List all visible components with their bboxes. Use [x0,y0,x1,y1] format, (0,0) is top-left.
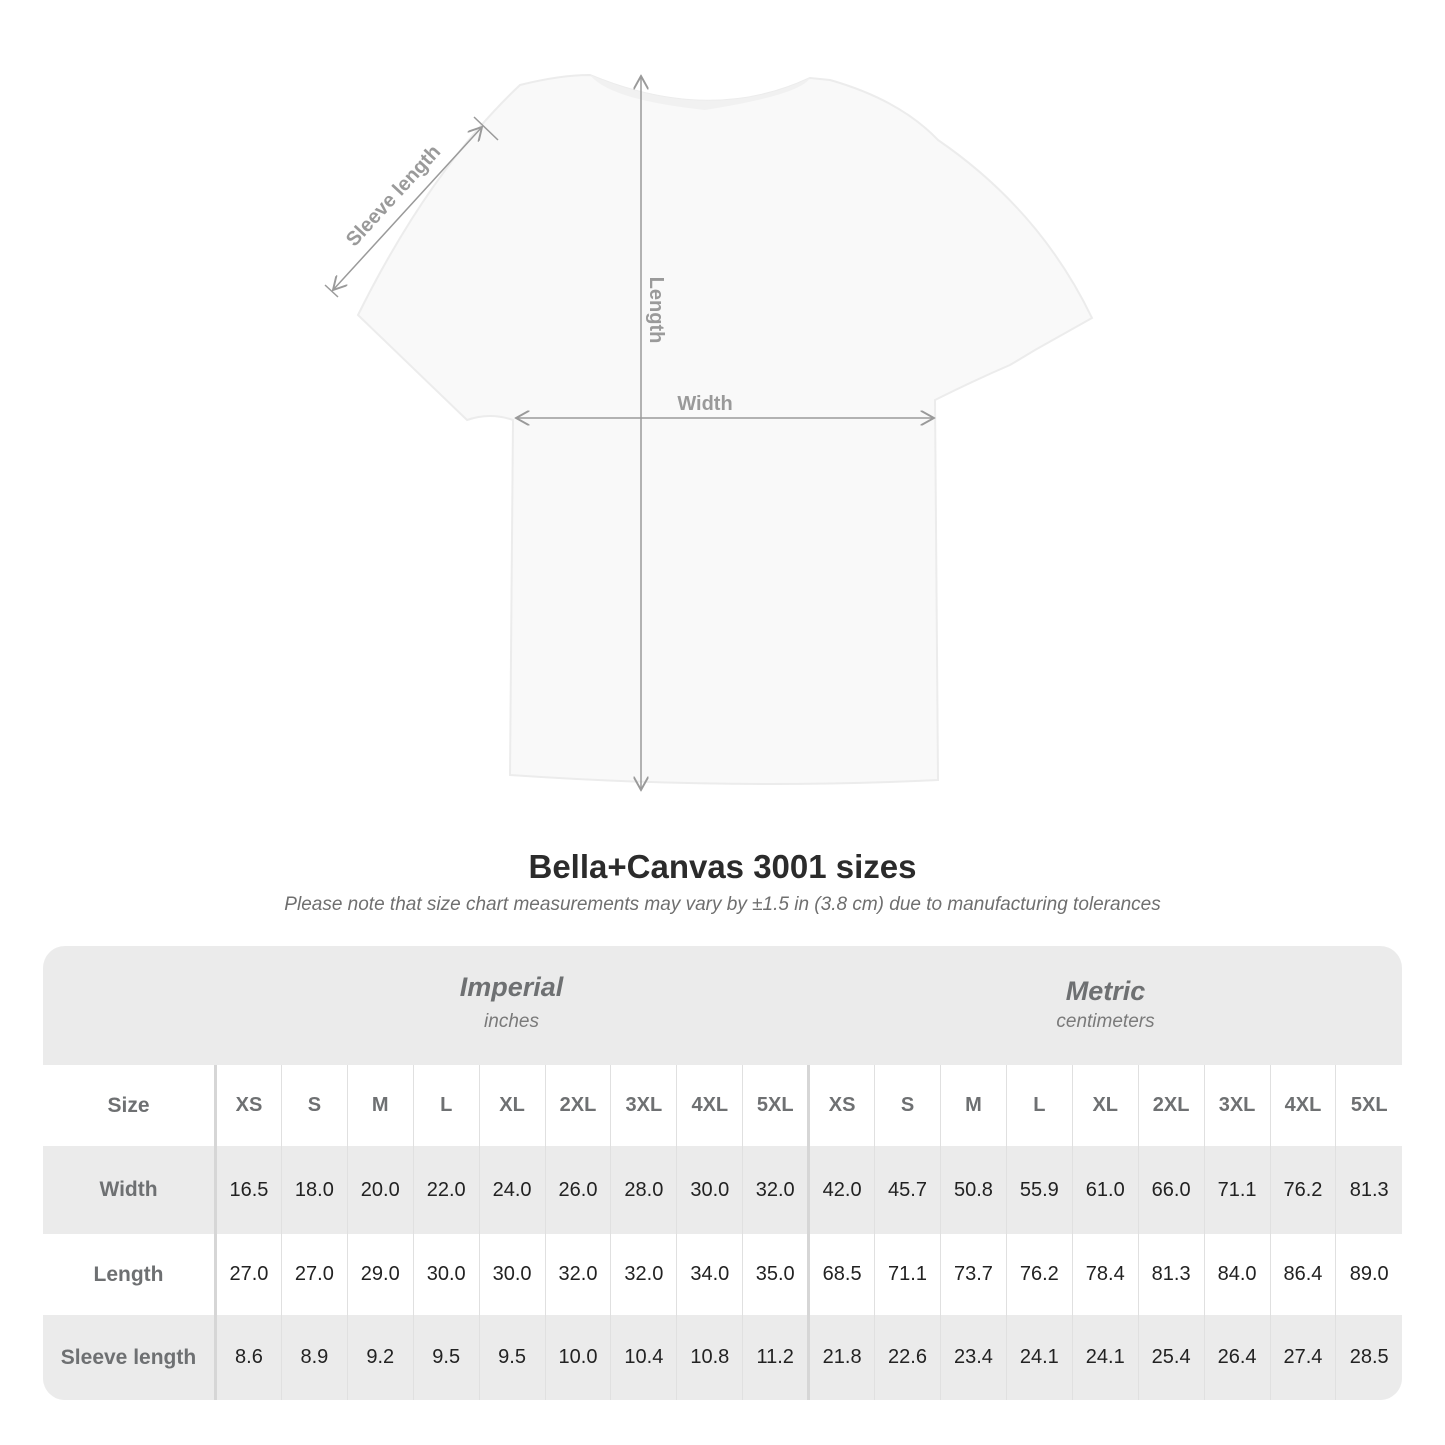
metric-value: 27.4 [1269,1315,1336,1400]
size-header: XL [478,1065,546,1146]
imperial-value: 35.0 [742,1234,809,1315]
table-row: Sleeve length 8.6 8.9 9.2 9.5 9.5 10.0 10.4 10.8… [43,1315,1402,1400]
size-header: 4XL [1269,1065,1336,1146]
imperial-value: 10.8 [676,1315,743,1400]
size-header: 3XL [610,1065,677,1146]
row-label: Size [43,1065,217,1146]
imperial-value: 20.0 [346,1146,414,1234]
row-label: Width [43,1146,217,1234]
size-chart: Imperial inches Metric centimeters Size X… [43,946,1402,1400]
metric-value: 28.5 [1335,1315,1402,1400]
imperial-value: 16.5 [215,1146,282,1234]
metric-value: 26.4 [1203,1315,1270,1400]
imperial-value: 28.0 [610,1146,677,1234]
metric-value: 68.5 [807,1234,875,1315]
metric-value: 78.4 [1071,1234,1139,1315]
imperial-value: 10.4 [610,1315,677,1400]
imperial-value: 11.2 [742,1315,809,1400]
imperial-value: 27.0 [215,1234,282,1315]
imperial-value: 27.0 [280,1234,348,1315]
metric-value: 76.2 [1269,1146,1336,1234]
metric-value: 24.1 [1071,1315,1139,1400]
metric-value: 71.1 [1203,1146,1270,1234]
length-label: Length [645,277,667,344]
size-header: L [412,1065,480,1146]
imperial-value: 34.0 [676,1234,743,1315]
metric-value: 61.0 [1071,1146,1139,1234]
size-header: L [1005,1065,1073,1146]
metric-value: 55.9 [1005,1146,1073,1234]
row-label: Length [43,1234,217,1315]
imperial-unit: inches [484,1011,539,1032]
metric-value: 73.7 [939,1234,1007,1315]
imperial-title: Imperial [459,972,564,1002]
imperial-value: 8.9 [280,1315,348,1400]
metric-value: 81.3 [1137,1234,1205,1315]
imperial-value: 9.5 [478,1315,546,1400]
imperial-value: 32.0 [544,1234,611,1315]
imperial-value: 30.0 [412,1234,480,1315]
metric-value: 81.3 [1335,1146,1402,1234]
size-header: S [874,1065,941,1146]
imperial-value: 10.0 [544,1315,611,1400]
size-header: 3XL [1203,1065,1270,1146]
size-header: 4XL [676,1065,743,1146]
imperial-value: 18.0 [280,1146,348,1234]
size-header: XL [1071,1065,1139,1146]
tolerance-note: Please note that size chart measurements… [284,894,1161,915]
metric-value: 45.7 [874,1146,941,1234]
metric-unit: centimeters [1056,1011,1155,1032]
imperial-value: 30.0 [478,1234,546,1315]
metric-value: 24.1 [1005,1315,1073,1400]
size-header: 2XL [1137,1065,1205,1146]
metric-value: 50.8 [939,1146,1007,1234]
size-header: XS [215,1065,282,1146]
imperial-value: 32.0 [610,1234,677,1315]
metric-value: 22.6 [874,1315,941,1400]
table-row: Length 27.0 27.0 29.0 30.0 30.0 32.0 32.0 34.0 35… [43,1234,1402,1315]
size-header-row: Size XS S M L XL 2XL 3XL 4XL 5XL XS S M L XL 2XL 3XL 4XL 5… [43,1065,1402,1146]
imperial-value: 8.6 [215,1315,282,1400]
imperial-value: 9.5 [412,1315,480,1400]
imperial-value: 32.0 [742,1146,809,1234]
metric-value: 42.0 [807,1146,875,1234]
size-header: XS [807,1065,875,1146]
imperial-value: 9.2 [346,1315,414,1400]
tshirt-shape [356,73,1094,785]
size-header: S [280,1065,348,1146]
imperial-value: 29.0 [346,1234,414,1315]
metric-value: 25.4 [1137,1315,1205,1400]
page-title: Bella+Canvas 3001 sizes [528,848,917,885]
imperial-value: 22.0 [412,1146,480,1234]
size-header: M [346,1065,414,1146]
tshirt-diagram: Sleeve length Length Width [324,73,1094,830]
row-label: Sleeve length [43,1315,217,1400]
size-header: 5XL [1335,1065,1402,1146]
metric-value: 86.4 [1269,1234,1336,1315]
metric-header: Metric centimeters [809,946,1402,1063]
metric-value: 66.0 [1137,1146,1205,1234]
size-header: M [939,1065,1007,1146]
imperial-value: 24.0 [478,1146,546,1234]
metric-value: 23.4 [939,1315,1007,1400]
metric-value: 21.8 [807,1315,875,1400]
sleeve-measure-line [333,127,482,290]
metric-value: 76.2 [1005,1234,1073,1315]
imperial-value: 26.0 [544,1146,611,1234]
metric-value: 84.0 [1203,1234,1270,1315]
size-table: Size XS S M L XL 2XL 3XL 4XL 5XL XS S M L XL 2XL 3XL 4XL 5… [43,1065,1402,1400]
imperial-header: Imperial inches [214,946,809,1063]
table-row: Width 16.5 18.0 20.0 22.0 24.0 26.0 28.0 30.0 32.… [43,1146,1402,1234]
size-header: 5XL [742,1065,809,1146]
metric-title: Metric [1065,976,1146,1006]
width-label: Width [677,393,732,415]
metric-value: 89.0 [1335,1234,1402,1315]
metric-value: 71.1 [874,1234,941,1315]
size-header: 2XL [544,1065,611,1146]
imperial-value: 30.0 [676,1146,743,1234]
